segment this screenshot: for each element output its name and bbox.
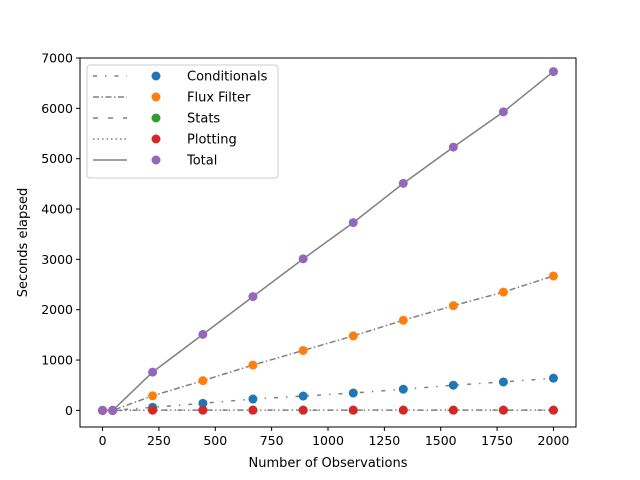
y-tick-label: 7000: [41, 51, 73, 66]
legend-marker-plotting: [151, 134, 161, 144]
data-point-flux-filter: [398, 315, 408, 325]
legend-label-plotting: Plotting: [187, 133, 237, 148]
x-tick-label: 250: [147, 433, 171, 448]
data-point-total: [198, 329, 208, 339]
data-point-plotting: [448, 405, 458, 415]
data-point-plotting: [248, 405, 258, 415]
x-axis-label: Number of Observations: [249, 456, 408, 471]
legend-label-flux-filter: Flux Filter: [187, 91, 251, 106]
legend-marker-stats: [151, 113, 161, 123]
data-point-total: [248, 292, 258, 302]
y-tick-label: 0: [65, 403, 73, 418]
series-line-flux-filter: [102, 275, 554, 412]
data-point-total: [98, 405, 108, 415]
data-point-flux-filter: [498, 287, 508, 297]
legend: Conditionals Flux Filter Stats Plotting Tota…: [86, 64, 279, 179]
y-tick-label: 5000: [41, 151, 73, 166]
data-point-flux-filter: [298, 345, 308, 355]
legend-label-total: Total: [186, 154, 217, 169]
series-line-conditionals: [102, 377, 554, 412]
x-tick-label: 0: [99, 433, 107, 448]
data-point-flux-filter: [148, 391, 158, 401]
y-axis-label: Seconds elapsed: [16, 188, 31, 298]
x-tick-label: 2000: [538, 433, 570, 448]
legend-box: [86, 64, 279, 179]
data-point-conditionals: [248, 394, 258, 404]
x-tick-label: 500: [203, 433, 227, 448]
data-point-plotting: [198, 405, 208, 415]
data-point-total: [548, 67, 558, 77]
data-point-flux-filter: [448, 301, 458, 311]
data-point-plotting: [148, 405, 158, 415]
legend-marker-total: [151, 155, 161, 165]
y-axis: 0 1000 2000 3000 4000 5000 6000 7000: [41, 51, 80, 418]
data-point-conditionals: [398, 384, 408, 394]
x-tick-label: 1000: [312, 433, 344, 448]
data-point-total: [348, 218, 358, 228]
data-point-flux-filter: [548, 271, 558, 281]
data-point-total: [398, 178, 408, 188]
x-tick-label: 750: [260, 433, 284, 448]
data-point-conditionals: [348, 388, 358, 398]
data-point-plotting: [348, 405, 358, 415]
data-point-conditionals: [298, 391, 308, 401]
data-point-flux-filter: [248, 360, 258, 370]
data-point-conditionals: [498, 377, 508, 387]
y-tick-label: 2000: [41, 302, 73, 317]
data-point-conditionals: [448, 380, 458, 390]
y-tick-label: 1000: [41, 353, 73, 368]
data-point-total: [448, 142, 458, 152]
legend-label-conditionals: Conditionals: [187, 70, 268, 85]
x-tick-label: 1500: [425, 433, 457, 448]
data-point-flux-filter: [198, 376, 208, 386]
data-point-plotting: [498, 405, 508, 415]
x-tick-label: 1750: [481, 433, 513, 448]
data-point-conditionals: [548, 373, 558, 383]
x-axis: 0 250 500 750 1000 1250 1500 1750 2000: [99, 427, 570, 448]
data-point-total: [148, 367, 158, 377]
data-point-total: [498, 107, 508, 117]
data-point-conditionals: [198, 398, 208, 408]
legend-marker-flux-filter: [151, 92, 161, 102]
legend-marker-conditionals: [151, 71, 161, 81]
data-point-plotting: [548, 405, 558, 415]
data-point-total: [108, 405, 118, 415]
y-tick-label: 6000: [41, 101, 73, 116]
data-point-plotting: [398, 405, 408, 415]
plot-points: [98, 67, 558, 415]
y-tick-label: 4000: [41, 202, 73, 217]
data-point-total: [298, 254, 308, 264]
data-point-flux-filter: [348, 331, 358, 341]
legend-label-stats: Stats: [187, 112, 220, 127]
data-point-plotting: [298, 405, 308, 415]
y-tick-label: 3000: [41, 252, 73, 267]
x-tick-label: 1250: [368, 433, 400, 448]
